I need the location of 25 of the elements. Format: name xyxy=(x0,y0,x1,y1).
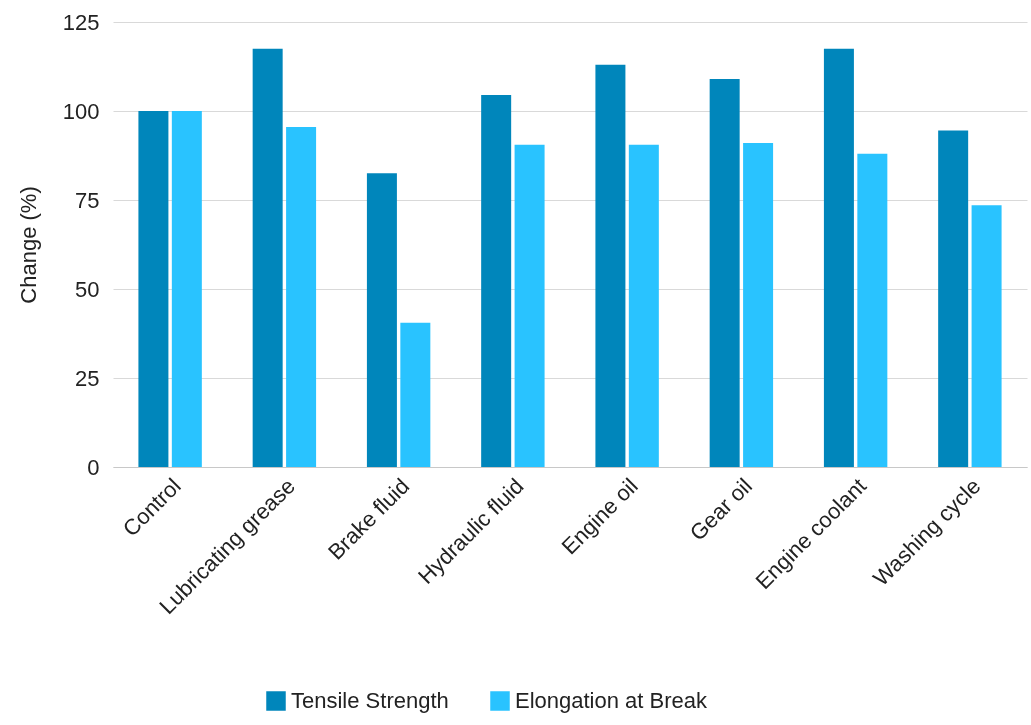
y-tick-label: 75 xyxy=(75,187,100,213)
bar xyxy=(514,144,545,467)
y-tick-label: 0 xyxy=(87,454,100,480)
y-axis-title: Change (%) xyxy=(15,186,41,304)
bar xyxy=(971,205,1002,467)
bar xyxy=(709,78,740,467)
y-tick-label: 100 xyxy=(62,98,100,124)
bar xyxy=(823,48,854,467)
bar xyxy=(286,127,317,467)
bar xyxy=(366,173,397,467)
y-tick-label: 125 xyxy=(62,9,100,35)
y-tick-label: 25 xyxy=(75,365,100,391)
bar xyxy=(628,144,659,467)
legend-label: Elongation at Break xyxy=(515,688,709,713)
y-tick-label: 50 xyxy=(75,276,100,302)
bar xyxy=(171,111,202,467)
bar xyxy=(138,111,169,467)
bar xyxy=(481,94,512,467)
bar xyxy=(938,130,969,467)
legend-label: Tensile Strength xyxy=(291,688,449,713)
bar xyxy=(252,48,283,467)
bar xyxy=(857,153,888,467)
bar xyxy=(400,322,431,467)
bar xyxy=(743,143,774,467)
bar xyxy=(595,64,626,467)
